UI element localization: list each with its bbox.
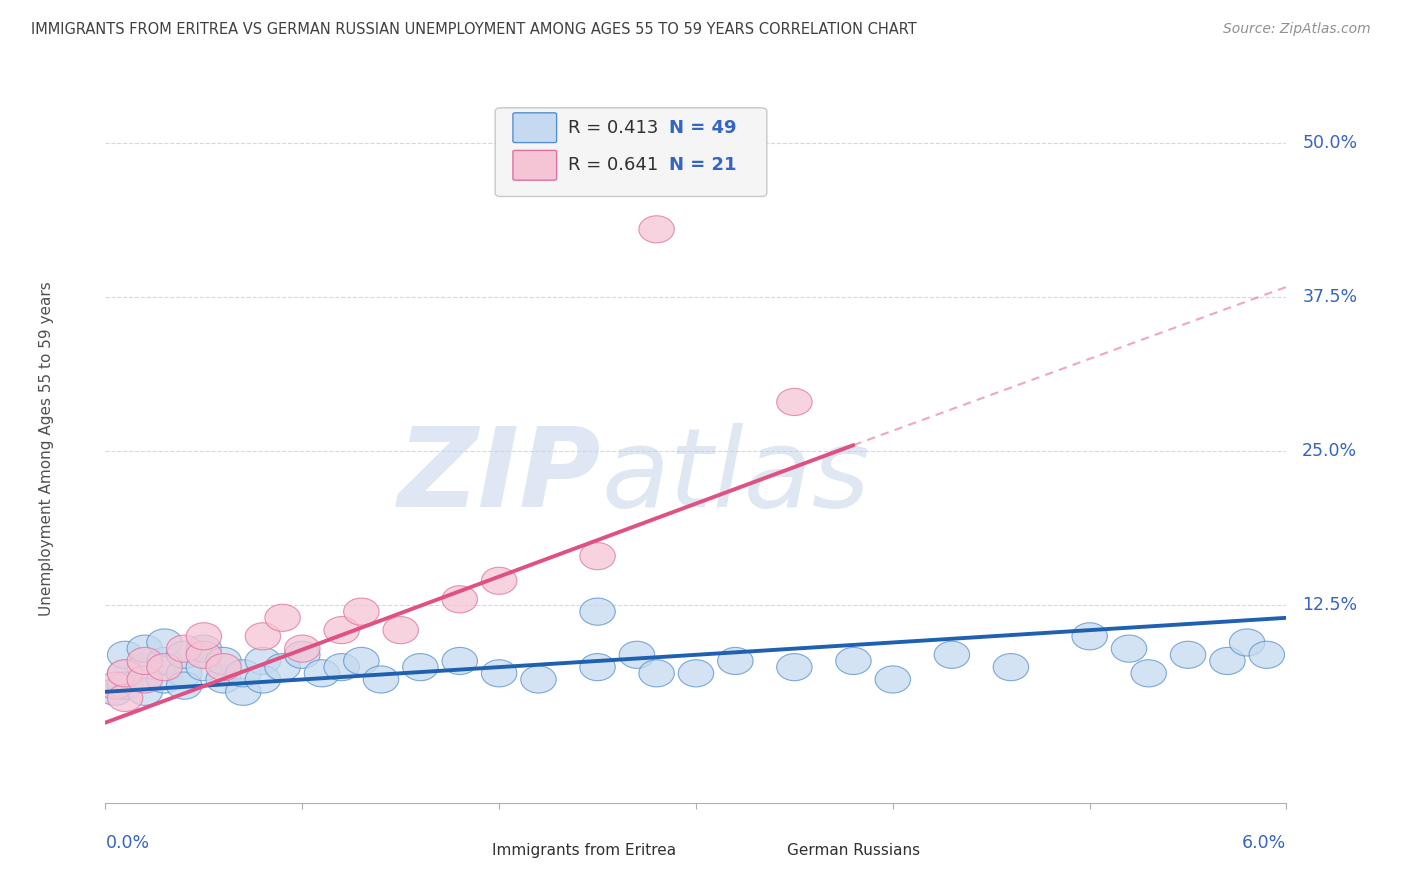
Text: Immigrants from Eritrea: Immigrants from Eritrea: [492, 843, 676, 858]
Ellipse shape: [993, 654, 1029, 681]
Ellipse shape: [619, 641, 655, 668]
Ellipse shape: [245, 666, 281, 693]
Ellipse shape: [225, 660, 262, 687]
Ellipse shape: [166, 641, 202, 668]
Ellipse shape: [186, 635, 222, 662]
Ellipse shape: [146, 666, 183, 693]
Text: R = 0.413: R = 0.413: [568, 119, 659, 136]
Ellipse shape: [363, 666, 399, 693]
Ellipse shape: [382, 616, 419, 644]
Ellipse shape: [186, 641, 222, 668]
Text: R = 0.641: R = 0.641: [568, 156, 658, 174]
Ellipse shape: [107, 672, 143, 699]
Ellipse shape: [835, 648, 872, 674]
Ellipse shape: [127, 648, 163, 674]
FancyBboxPatch shape: [513, 112, 557, 143]
Ellipse shape: [127, 654, 163, 681]
Ellipse shape: [520, 666, 557, 693]
Ellipse shape: [343, 648, 380, 674]
Ellipse shape: [402, 654, 439, 681]
Ellipse shape: [934, 641, 970, 668]
Text: atlas: atlas: [602, 423, 870, 530]
Ellipse shape: [245, 623, 281, 650]
Ellipse shape: [146, 654, 183, 681]
Ellipse shape: [481, 567, 517, 594]
Ellipse shape: [481, 660, 517, 687]
Ellipse shape: [205, 648, 242, 674]
Ellipse shape: [127, 635, 163, 662]
Ellipse shape: [284, 641, 321, 668]
FancyBboxPatch shape: [513, 151, 557, 180]
Ellipse shape: [127, 666, 163, 693]
Ellipse shape: [166, 672, 202, 699]
Ellipse shape: [1130, 660, 1167, 687]
Text: N = 49: N = 49: [669, 119, 737, 136]
Text: IMMIGRANTS FROM ERITREA VS GERMAN RUSSIAN UNEMPLOYMENT AMONG AGES 55 TO 59 YEARS: IMMIGRANTS FROM ERITREA VS GERMAN RUSSIA…: [31, 22, 917, 37]
FancyBboxPatch shape: [453, 841, 485, 860]
Ellipse shape: [638, 660, 675, 687]
Ellipse shape: [717, 648, 754, 674]
Ellipse shape: [304, 660, 340, 687]
Text: German Russians: German Russians: [787, 843, 920, 858]
Ellipse shape: [638, 216, 675, 243]
Text: 50.0%: 50.0%: [1302, 134, 1357, 152]
Ellipse shape: [166, 660, 202, 687]
Ellipse shape: [343, 598, 380, 625]
Ellipse shape: [245, 648, 281, 674]
Ellipse shape: [678, 660, 714, 687]
Ellipse shape: [776, 388, 813, 416]
Ellipse shape: [97, 672, 134, 699]
Ellipse shape: [1229, 629, 1265, 656]
FancyBboxPatch shape: [748, 841, 780, 860]
Ellipse shape: [97, 678, 134, 706]
Text: 37.5%: 37.5%: [1302, 288, 1357, 306]
Text: N = 21: N = 21: [669, 156, 737, 174]
Ellipse shape: [441, 586, 478, 613]
Text: Source: ZipAtlas.com: Source: ZipAtlas.com: [1223, 22, 1371, 37]
Ellipse shape: [1249, 641, 1285, 668]
Text: Unemployment Among Ages 55 to 59 years: Unemployment Among Ages 55 to 59 years: [39, 281, 53, 615]
Ellipse shape: [579, 654, 616, 681]
Ellipse shape: [579, 542, 616, 570]
Ellipse shape: [323, 654, 360, 681]
Ellipse shape: [107, 660, 143, 687]
Text: 12.5%: 12.5%: [1302, 597, 1357, 615]
Ellipse shape: [284, 635, 321, 662]
Ellipse shape: [1071, 623, 1108, 650]
Ellipse shape: [146, 629, 183, 656]
Text: 25.0%: 25.0%: [1302, 442, 1357, 460]
Ellipse shape: [264, 604, 301, 632]
Ellipse shape: [127, 678, 163, 706]
Ellipse shape: [1170, 641, 1206, 668]
Ellipse shape: [264, 654, 301, 681]
Ellipse shape: [205, 654, 242, 681]
Ellipse shape: [323, 616, 360, 644]
Ellipse shape: [205, 666, 242, 693]
Ellipse shape: [441, 648, 478, 674]
Ellipse shape: [107, 684, 143, 712]
Ellipse shape: [146, 648, 183, 674]
Ellipse shape: [166, 635, 202, 662]
Ellipse shape: [875, 666, 911, 693]
Ellipse shape: [186, 654, 222, 681]
Ellipse shape: [186, 623, 222, 650]
Text: 0.0%: 0.0%: [105, 834, 149, 852]
Ellipse shape: [107, 660, 143, 687]
Ellipse shape: [776, 654, 813, 681]
Ellipse shape: [225, 678, 262, 706]
Ellipse shape: [1111, 635, 1147, 662]
FancyBboxPatch shape: [495, 108, 766, 196]
Text: ZIP: ZIP: [398, 423, 602, 530]
Ellipse shape: [579, 598, 616, 625]
Ellipse shape: [1209, 648, 1246, 674]
Ellipse shape: [107, 641, 143, 668]
Text: 6.0%: 6.0%: [1243, 834, 1286, 852]
